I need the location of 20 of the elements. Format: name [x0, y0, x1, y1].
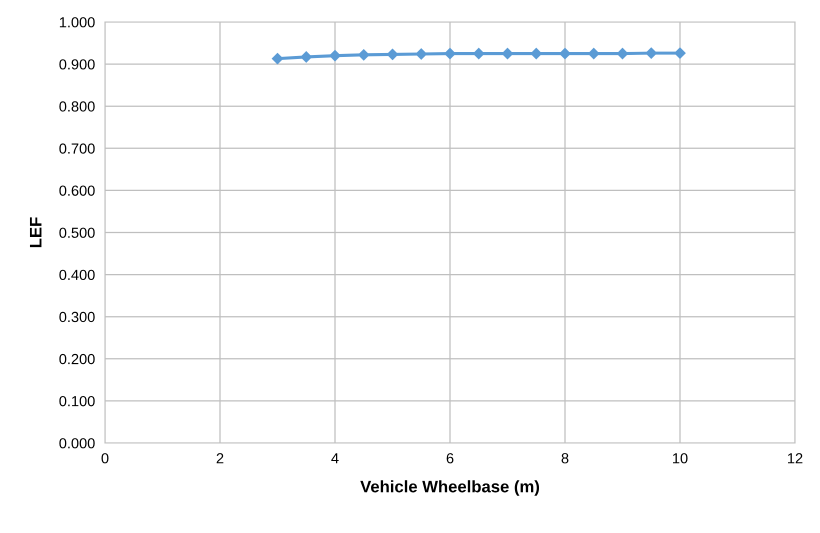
y-tick-label: 0.800: [59, 101, 95, 112]
x-tick-label: 12: [788, 453, 802, 464]
y-tick-label: 0.900: [59, 59, 95, 70]
x-tick-label: 10: [673, 453, 688, 464]
y-tick-label: 0.500: [59, 228, 95, 238]
y-tick-label: 1.000: [60, 17, 95, 28]
x-axis-title: Vehicle Wheelbase (m): [360, 480, 540, 496]
y-tick-label: 0.200: [59, 354, 95, 364]
y-axis-title: LEF: [30, 217, 42, 248]
x-tick-label: 2: [216, 453, 224, 464]
y-tick-label: 0.600: [59, 186, 95, 196]
y-tick-label: 0.100: [59, 396, 95, 406]
x-tick-label: 4: [331, 453, 339, 464]
y-tick-label: 0.700: [59, 143, 95, 154]
y-tick-label: 0.300: [59, 312, 95, 322]
y-tick-label: 0.000: [59, 438, 95, 448]
x-tick-label: 8: [562, 453, 568, 464]
y-tick-label: 0.400: [59, 270, 95, 280]
x-tick-label: 0: [102, 453, 108, 464]
x-tick-label: 6: [446, 453, 454, 464]
